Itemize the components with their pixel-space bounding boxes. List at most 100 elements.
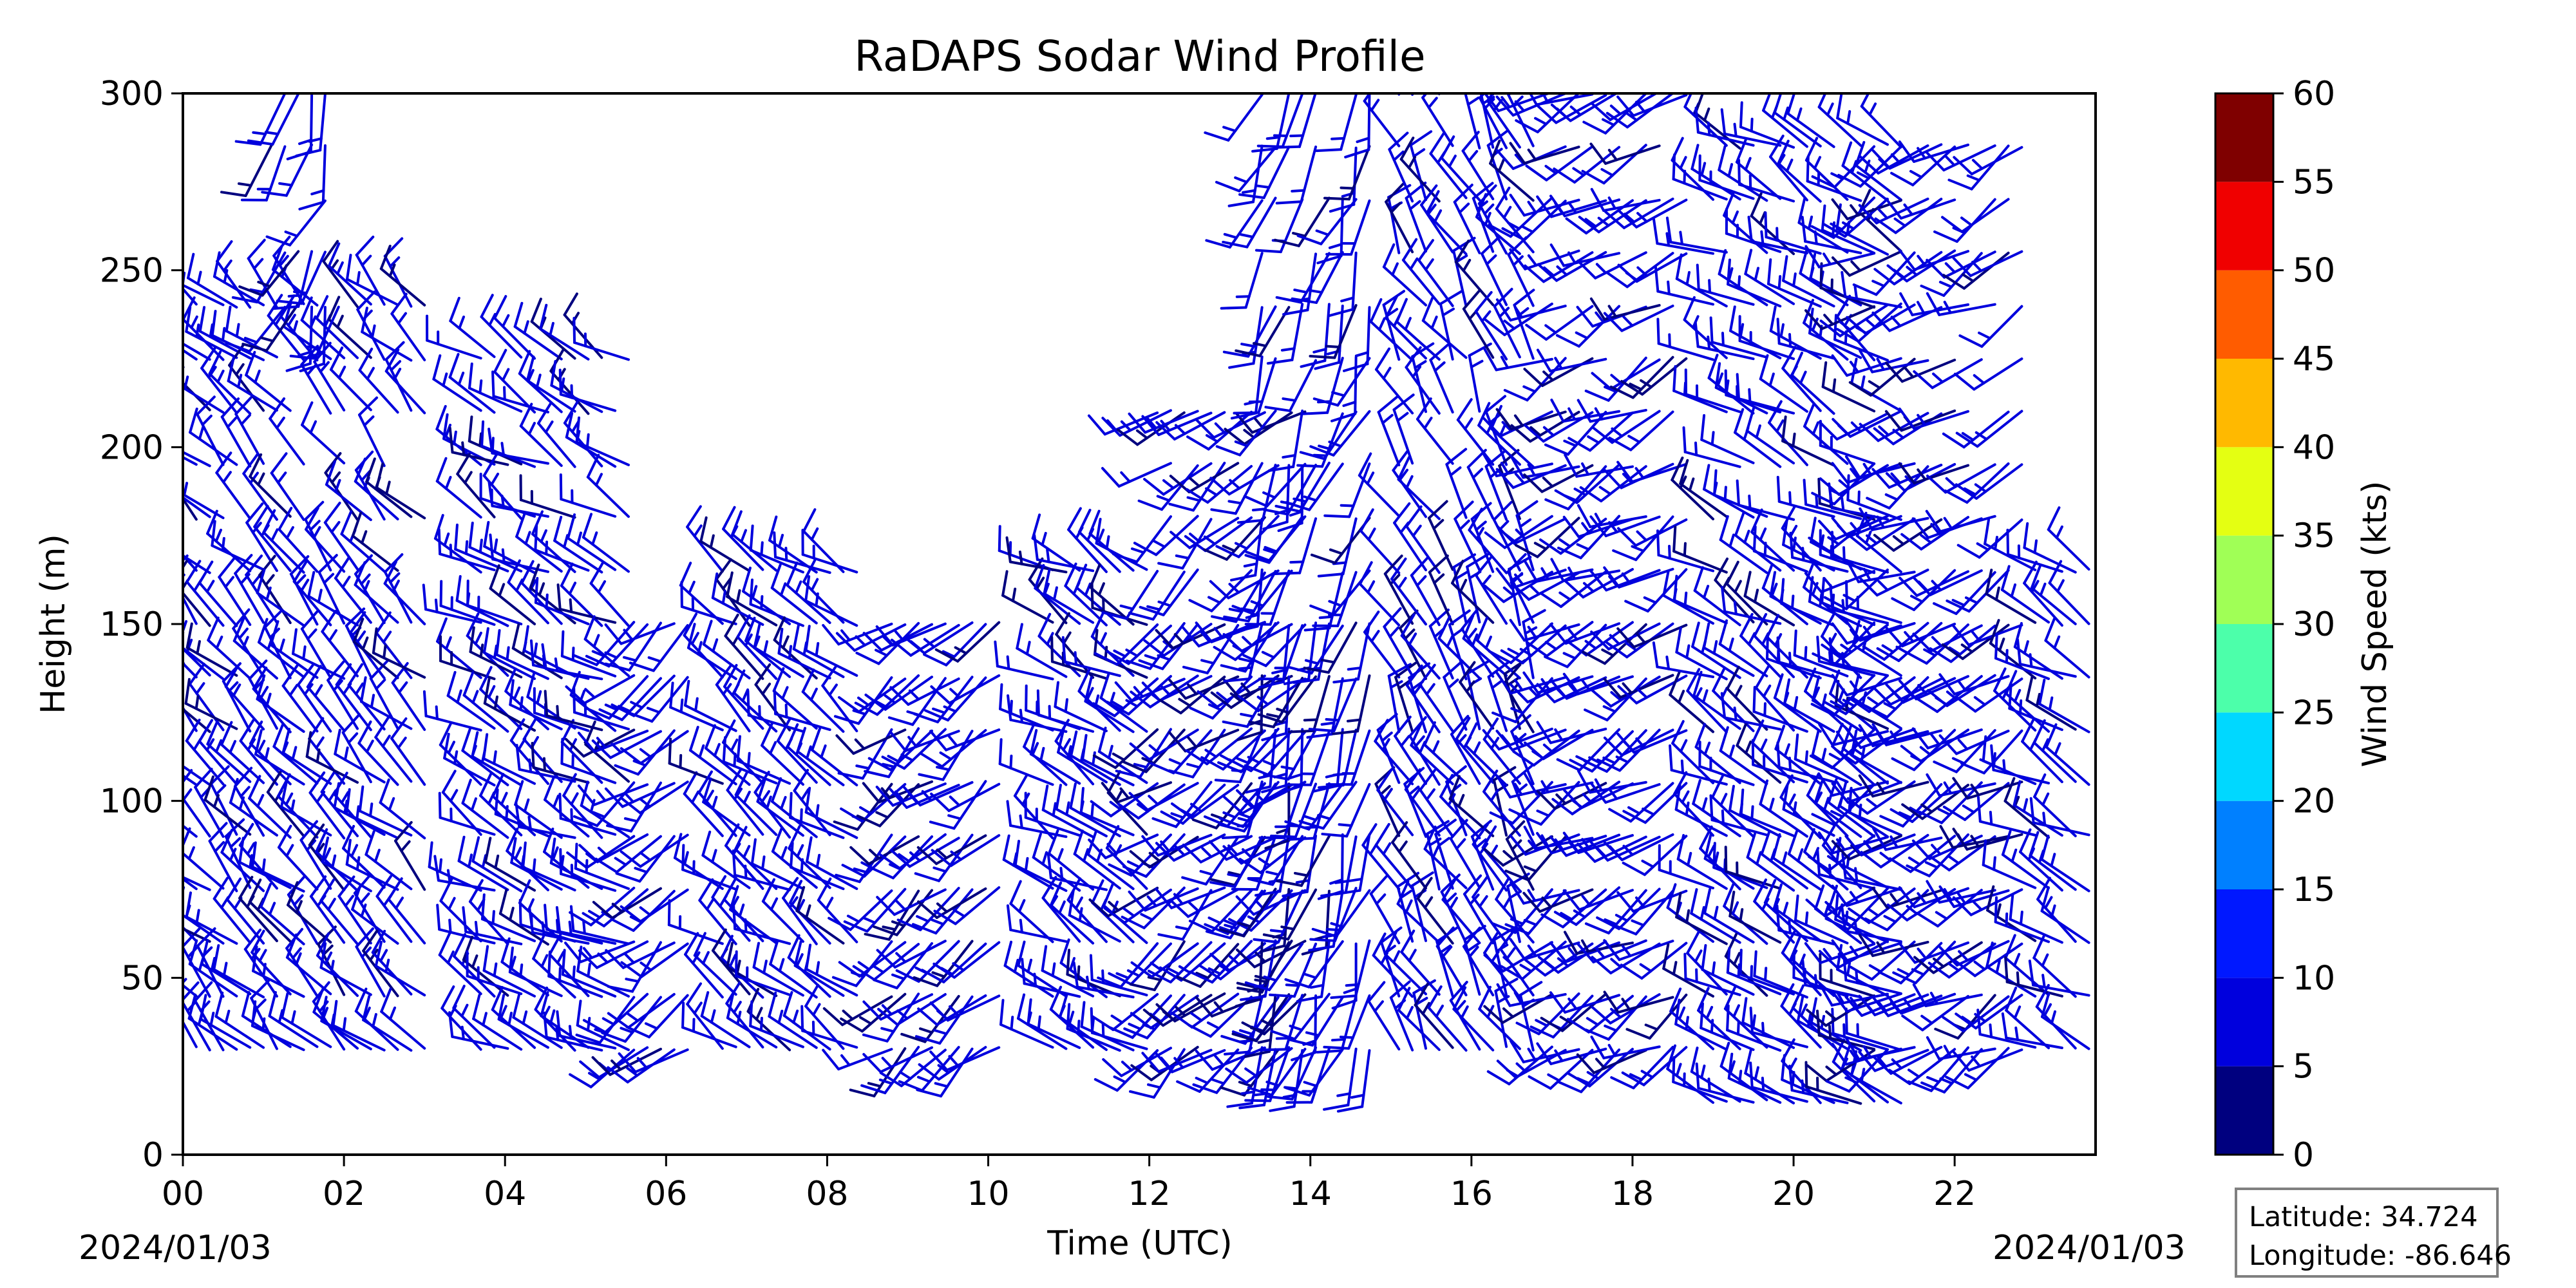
y-tick-label: 200: [100, 428, 164, 467]
wind-barb: [1220, 252, 1264, 310]
wind-barb: [345, 838, 399, 891]
wind-barbs-layer: [183, 93, 2090, 1113]
wind-barb: [1510, 1039, 1580, 1064]
wind-barb: [332, 999, 386, 1052]
wind-barb: [1821, 623, 1889, 661]
wind-barb: [1536, 348, 1607, 373]
wind-barb: [1938, 885, 2010, 908]
wind-barb: [2045, 723, 2090, 786]
wind-barb: [1522, 671, 1594, 694]
wind-barb: [1448, 775, 1495, 838]
wind-barb: [183, 554, 211, 574]
wind-barb: [1480, 235, 1508, 307]
wind-barb: [1227, 144, 1264, 207]
wind-barb: [822, 622, 893, 646]
wind-barb: [1805, 886, 1876, 918]
wind-barb: [1589, 142, 1661, 165]
wind-barb: [1747, 216, 1808, 254]
wind-barb: [1553, 886, 1621, 926]
wind-barb: [1222, 784, 1293, 815]
wind-barb: [1155, 411, 1226, 440]
wind-barb: [1945, 1046, 2010, 1090]
wind-barb: [1276, 728, 1304, 795]
wind-barb: [1385, 183, 1414, 254]
wind-barb: [1155, 992, 1226, 1023]
wind-barb: [1054, 681, 1108, 732]
wind-barb: [1380, 926, 1403, 998]
wind-barb: [1506, 93, 1507, 94]
wind-barb: [1215, 515, 1280, 558]
end-date-label: 2024/01/03: [1993, 1229, 2186, 1267]
wind-barb: [329, 346, 372, 412]
wind-barb: [544, 775, 590, 838]
wind-barb: [877, 993, 947, 1027]
wind-barb: [258, 554, 292, 625]
wind-barb: [322, 240, 359, 308]
wind-barb: [198, 560, 238, 627]
wind-barb: [1686, 930, 1728, 996]
wind-barb: [558, 368, 617, 412]
wind-barb: [838, 941, 907, 978]
wind-barb: [183, 455, 198, 466]
wind-barb: [889, 677, 960, 706]
wind-barb: [1671, 720, 1714, 784]
wind-barb: [1528, 1048, 1594, 1090]
wind-barb: [1209, 940, 1280, 972]
wind-barb: [1253, 889, 1304, 944]
wind-barb: [582, 513, 630, 573]
wind-barb: [822, 995, 893, 1027]
wind-barb: [483, 677, 536, 732]
wind-barb: [1888, 835, 1956, 873]
wind-barb: [683, 771, 724, 837]
wind-barb: [234, 93, 287, 146]
wind-barb: [341, 713, 372, 784]
wind-barb: [1536, 1042, 1607, 1065]
wind-barb: [1323, 462, 1371, 518]
wind-barb: [1709, 316, 1768, 359]
wind-barb: [1723, 985, 1768, 1049]
wind-barb: [353, 873, 386, 943]
wind-barb: [278, 824, 319, 891]
wind-barb: [183, 631, 211, 677]
wind-barb: [924, 676, 987, 722]
wind-barb: [1807, 834, 1876, 872]
wind-barb: [491, 773, 536, 837]
wind-barb: [1374, 822, 1414, 890]
wind-barb: [1449, 980, 1481, 1051]
wind-barb: [489, 533, 549, 573]
wind-barb: [1222, 305, 1277, 358]
wind-barb: [1482, 347, 1553, 372]
colorbar-tick-label: 60: [2293, 75, 2335, 113]
wind-barb: [1764, 211, 1822, 255]
wind-barb: [1694, 321, 1755, 361]
wind-barb: [1522, 888, 1594, 913]
wind-barb: [379, 245, 426, 307]
wind-barb: [1188, 889, 1253, 933]
wind-barb: [278, 507, 319, 573]
wind-barb: [1309, 887, 1358, 942]
wind-barb: [1525, 305, 1594, 341]
wind-barb: [1130, 942, 1199, 978]
wind-barb: [422, 690, 482, 732]
wind-barb: [1891, 569, 1956, 611]
wind-barb: [1334, 833, 1371, 896]
wind-barb: [1195, 1046, 1266, 1071]
wind-barb: [1603, 939, 1674, 961]
wind-barb: [933, 941, 1001, 979]
wind-barb: [1743, 571, 1795, 627]
wind-barb: [556, 1010, 617, 1050]
wind-barb: [493, 295, 536, 360]
wind-barb: [1072, 961, 1135, 999]
wind-barb: [1727, 258, 1782, 308]
wind-barb: [1047, 829, 1095, 891]
wind-barb: [347, 663, 386, 731]
wind-barb: [1003, 940, 1054, 998]
wind-barb: [773, 531, 831, 574]
wind-barb: [1311, 889, 1371, 938]
wind-barb: [183, 496, 211, 518]
wind-barb: [268, 990, 319, 1048]
wind-barb: [821, 664, 858, 733]
longitude-text: Longitude: -86.646: [2249, 1240, 2512, 1272]
wind-barb: [1409, 130, 1433, 202]
wind-barb: [1794, 895, 1849, 945]
